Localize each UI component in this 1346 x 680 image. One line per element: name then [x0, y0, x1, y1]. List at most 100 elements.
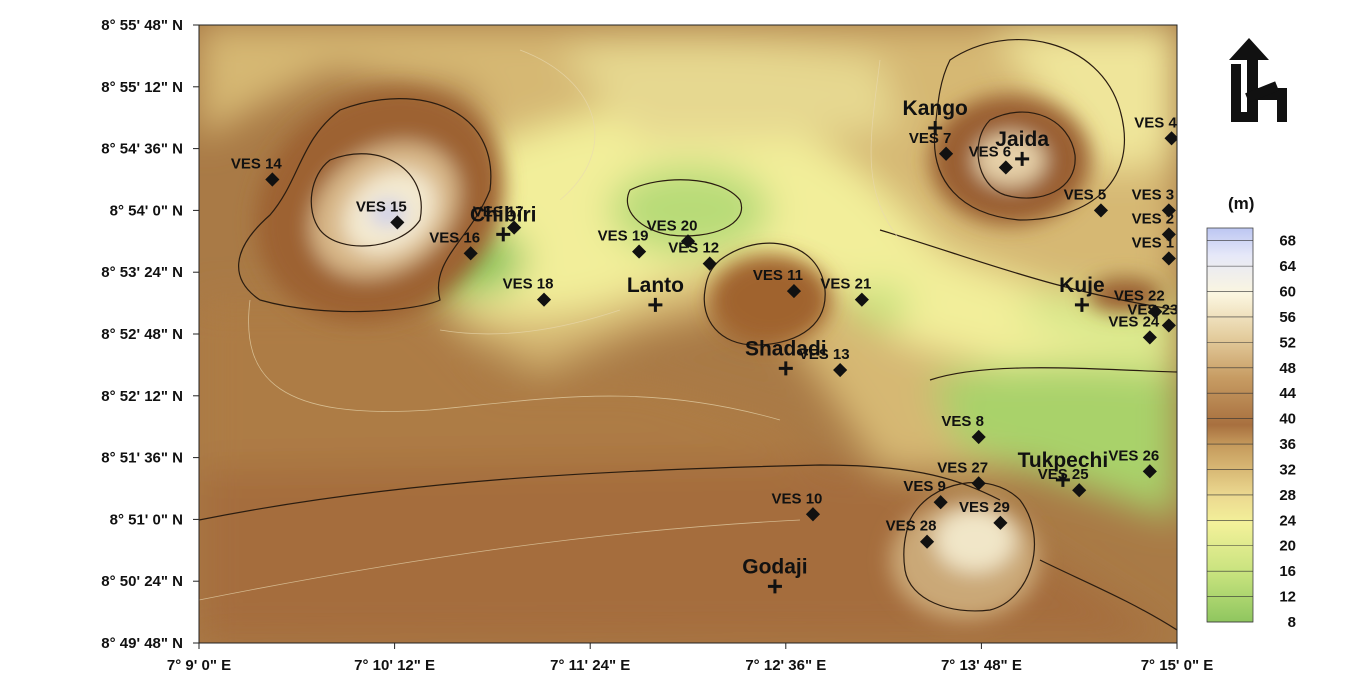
ves-marker-icon: [702, 256, 717, 271]
town: Godaji: [742, 555, 808, 594]
ves-label: VES 15: [356, 198, 407, 215]
ves-marker-icon: [1093, 203, 1109, 218]
legend-tick-label: 68: [1279, 233, 1296, 250]
ves-label: VES 10: [772, 490, 823, 507]
y-tick-label: 8° 50' 24" N: [101, 573, 183, 590]
ves-label: VES 20: [647, 217, 698, 234]
legend-tick-label: 64: [1279, 258, 1296, 275]
legend-tick-label: 12: [1279, 589, 1296, 606]
ves-marker-icon: [632, 244, 647, 259]
legend-tick-label: 28: [1279, 487, 1296, 504]
ves-marker-icon: [1072, 483, 1087, 498]
ves-marker-icon: [536, 292, 552, 307]
ves-point: VES 26: [1108, 447, 1159, 479]
ves-label: VES 7: [909, 130, 952, 147]
town: Kuje: [1059, 274, 1105, 312]
ves-point: VES 19: [598, 228, 649, 259]
ves-point: VES 15: [356, 198, 407, 230]
town-label: Kango: [903, 97, 968, 120]
ves-marker-icon: [786, 284, 802, 299]
legend-tick-label: 32: [1279, 461, 1296, 478]
ves-label: VES 19: [598, 228, 649, 245]
ves-label: VES 23: [1127, 301, 1178, 318]
y-tick-label: 8° 49' 48" N: [101, 635, 183, 652]
longitude-axis: 7° 9' 0" E 7° 10' 12" E 7° 11' 24" E 7° 12'…: [167, 643, 1213, 674]
legend-unit: (m): [1228, 194, 1254, 213]
ves-marker-icon: [805, 507, 821, 522]
y-tick-label: 8° 52' 48" N: [101, 326, 183, 343]
ves-label: VES 5: [1064, 186, 1107, 203]
town-label: Kuje: [1059, 274, 1105, 297]
ves-label: VES 17: [473, 204, 524, 221]
town-label: Chibiri: [470, 203, 537, 226]
ves-marker-icon: [854, 292, 869, 307]
town-label: Tukpechi: [1018, 449, 1109, 472]
ves-marker-icon: [933, 495, 948, 510]
ves-label: VES 22: [1114, 288, 1165, 305]
town-cross-icon: [648, 297, 663, 312]
ves-point: VES 21: [820, 276, 871, 307]
ves-marker-icon: [390, 215, 405, 230]
y-tick-label: 8° 52' 12" N: [101, 388, 183, 405]
ves-point: VES 9: [903, 478, 948, 510]
ves-label: VES 29: [959, 499, 1010, 516]
ves-label: VES 28: [886, 518, 937, 535]
ves-marker-icon: [1148, 304, 1163, 319]
town-cross-icon: [1055, 472, 1070, 487]
town-label: Shadadi: [745, 337, 827, 360]
y-tick-label: 8° 54' 0" N: [110, 202, 183, 219]
legend-tick-label: 40: [1279, 411, 1296, 428]
town-label: Jaida: [995, 128, 1049, 151]
y-tick-label: 8° 53' 24" N: [101, 264, 183, 281]
ves-marker-icon: [998, 160, 1013, 175]
ves-label: VES 9: [903, 478, 946, 495]
town-layer: Kango Jaida Chibiri Lanto Kuje Shadadi Tukpech…: [470, 97, 1109, 594]
ves-label: VES 8: [941, 413, 984, 430]
ves-point: VES 11: [753, 267, 803, 299]
town-label: Godaji: [742, 555, 807, 578]
legend-tick-label: 56: [1279, 309, 1296, 326]
ves-point: VES 24: [1108, 313, 1160, 345]
contour-map: VES 1 VES 2 VES 3 VES 4 VES 5 VES 6 VES 7 VES 8…: [199, 25, 1178, 643]
town: Tukpechi: [1018, 449, 1109, 487]
latitude-axis: 8° 55' 48" N 8° 55' 12" N 8° 54' 36" N 8° 5…: [101, 17, 199, 652]
ves-label: VES 21: [820, 276, 871, 293]
x-tick-label: 7° 13' 48" E: [941, 657, 1022, 674]
ves-point: VES 7: [909, 130, 954, 161]
ves-label: VES 14: [231, 156, 283, 173]
town-cross-icon: [496, 227, 511, 242]
ves-label: VES 11: [753, 267, 803, 284]
north-arrow-icon: [1229, 38, 1287, 122]
ves-point: VES 20: [647, 217, 698, 249]
ves-label: VES 27: [937, 459, 988, 476]
legend-tick-label: 52: [1279, 334, 1296, 351]
legend-tick-label: 24: [1279, 512, 1296, 529]
ves-label: VES 12: [668, 240, 719, 257]
ves-point: VES 13: [799, 346, 850, 378]
legend-tick-label: 60: [1279, 284, 1296, 301]
ves-point: VES 6: [969, 143, 1013, 175]
x-tick-label: 7° 10' 12" E: [354, 657, 435, 674]
ves-marker-icon: [1164, 131, 1177, 146]
ves-marker-icon: [1161, 227, 1176, 242]
ves-point: VES 28: [886, 518, 937, 549]
ves-marker-icon: [939, 146, 954, 161]
ves-point: VES 4: [1134, 114, 1177, 146]
x-tick-label: 7° 15' 0" E: [1141, 657, 1214, 674]
ves-point: VES 5: [1064, 186, 1109, 218]
legend-bar: [1206, 227, 1254, 623]
legend-tick-label: 8: [1288, 614, 1296, 631]
town: Chibiri: [470, 203, 537, 242]
ves-label: VES 3: [1132, 186, 1175, 203]
ves-layer: VES 1 VES 2 VES 3 VES 4 VES 5 VES 6 VES 7 VES 8…: [231, 114, 1178, 549]
ves-point: VES 23: [1127, 301, 1178, 333]
legend-tick-label: 20: [1279, 538, 1296, 555]
x-tick-label: 7° 11' 24" E: [550, 657, 630, 674]
ves-marker-icon: [833, 362, 848, 378]
ves-point: VES 14: [231, 156, 283, 187]
ves-marker-icon: [680, 234, 696, 249]
ves-marker-icon: [1161, 318, 1176, 333]
ves-point: VES 29: [959, 499, 1010, 530]
ves-marker-icon: [265, 172, 280, 187]
